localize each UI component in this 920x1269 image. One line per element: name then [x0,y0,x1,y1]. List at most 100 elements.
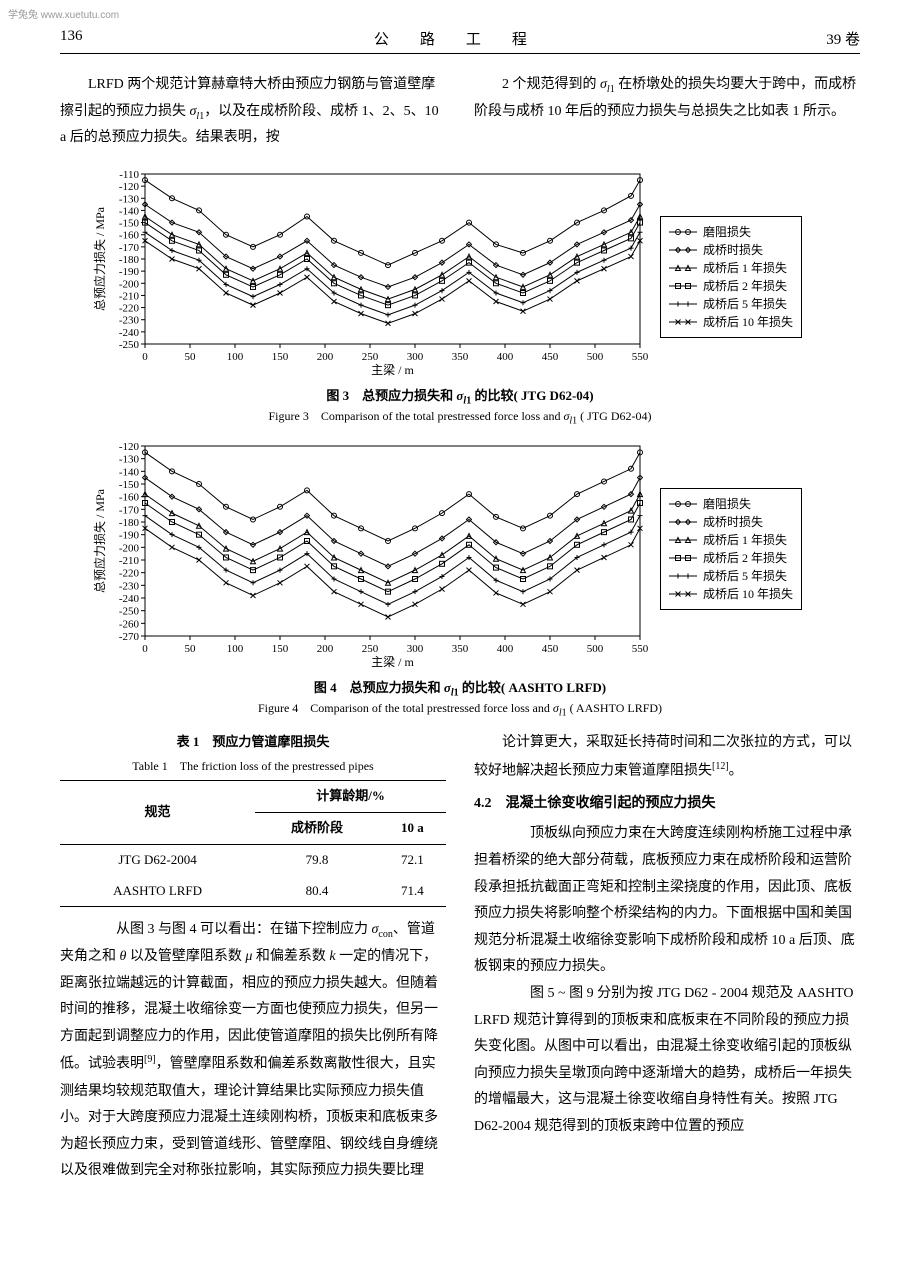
table1-col2-header: 10 a [379,813,446,845]
svg-text:-220: -220 [119,568,140,580]
page-number: 136 [60,28,83,49]
svg-text:-220: -220 [119,303,140,315]
svg-text:50: 50 [185,643,197,655]
svg-text:-120: -120 [119,181,140,193]
table1-caption-en: Table 1 The friction loss of the prestre… [60,755,446,778]
svg-text:350: 350 [452,351,469,363]
legend-label: 成桥后 10 年损失 [703,585,793,603]
svg-text:-230: -230 [119,580,140,592]
intro-right: 2 个规范得到的 σl1 在桥墩处的损失均要大于跨中，而成桥阶段与成桥 10 年… [474,72,860,125]
svg-text:-200: -200 [119,278,140,290]
svg-text:总预应力损失 / MPa: 总预应力损失 / MPa [92,206,107,311]
chart3-legend: 磨阻损失成桥时损失成桥后 1 年损失成桥后 2 年损失成桥后 5 年损失成桥后 … [660,216,802,338]
legend-label: 成桥后 1 年损失 [703,259,787,277]
svg-text:550: 550 [632,351,649,363]
page-header: 136 公 路 工 程 39 卷 [60,28,860,54]
legend-marker-icon [669,589,697,599]
table-cell: 72.1 [379,844,446,875]
svg-text:-140: -140 [119,205,140,217]
svg-text:-210: -210 [119,290,140,302]
svg-text:250: 250 [362,643,379,655]
svg-text:50: 50 [185,351,197,363]
legend-marker-icon [669,317,697,327]
svg-text:100: 100 [227,351,244,363]
svg-text:总预应力损失 / MPa: 总预应力损失 / MPa [92,488,107,593]
svg-text:0: 0 [142,643,148,655]
table-cell: 79.8 [255,844,379,875]
legend-marker-icon [669,227,697,237]
table-row: JTG D62-2004 [60,844,255,875]
svg-text:-180: -180 [119,254,140,266]
svg-text:-140: -140 [119,466,140,478]
svg-text:450: 450 [542,351,559,363]
svg-text:250: 250 [362,351,379,363]
svg-text:主梁 / m: 主梁 / m [371,654,414,668]
svg-text:-120: -120 [119,441,140,453]
svg-text:-260: -260 [119,618,140,630]
legend-label: 成桥后 5 年损失 [703,295,787,313]
svg-text:-190: -190 [119,266,140,278]
legend-marker-icon [669,245,697,255]
legend-marker-icon [669,571,697,581]
legend-label: 成桥时损失 [703,513,763,531]
body-left-paragraph: 从图 3 与图 4 可以看出：在锚下控制应力 σcon、管道夹角之和 θ 以及管… [60,917,446,1185]
legend-item: 成桥后 5 年损失 [669,567,793,585]
table1-span-header: 计算龄期/% [255,781,446,813]
svg-text:150: 150 [272,643,289,655]
svg-text:200: 200 [317,351,334,363]
svg-text:500: 500 [587,351,604,363]
svg-text:-160: -160 [119,230,140,242]
svg-text:-170: -170 [119,242,140,254]
legend-marker-icon [669,553,697,563]
legend-marker-icon [669,517,697,527]
svg-text:-210: -210 [119,555,140,567]
svg-text:400: 400 [497,351,514,363]
legend-item: 磨阻损失 [669,495,793,513]
legend-marker-icon [669,535,697,545]
chart3: -250-240-230-220-210-200-190-180-170-160… [90,166,650,376]
svg-text:-130: -130 [119,454,140,466]
legend-label: 成桥后 1 年损失 [703,531,787,549]
svg-text:-150: -150 [119,479,140,491]
svg-text:-160: -160 [119,492,140,504]
chart3-caption-cn: 图 3 总预应力损失和 σl1 的比较( JTG D62-04) [60,385,860,407]
legend-label: 成桥后 2 年损失 [703,277,787,295]
legend-label: 成桥后 10 年损失 [703,313,793,331]
table-cell: 71.4 [379,876,446,907]
svg-text:-230: -230 [119,315,140,327]
legend-item: 成桥后 10 年损失 [669,585,793,603]
intro-left: LRFD 两个规范计算赫章特大桥由预应力钢筋与管道壁摩擦引起的预应力损失 σl1… [60,72,446,152]
legend-label: 磨阻损失 [703,223,751,241]
svg-text:-110: -110 [119,169,139,181]
svg-text:-240: -240 [119,327,140,339]
chart4-caption-cn: 图 4 总预应力损失和 σl1 的比较( AASHTO LRFD) [60,677,860,699]
svg-text:350: 350 [452,643,469,655]
table1-col0-header: 规范 [60,781,255,844]
svg-text:-240: -240 [119,593,140,605]
subhead-4-2: 4.2 混凝土徐变收缩引起的预应力损失 [474,791,860,818]
svg-text:100: 100 [227,643,244,655]
svg-text:-270: -270 [119,631,140,643]
svg-text:300: 300 [407,643,424,655]
svg-text:0: 0 [142,351,148,363]
legend-marker-icon [669,499,697,509]
svg-text:500: 500 [587,643,604,655]
svg-text:150: 150 [272,351,289,363]
svg-text:300: 300 [407,351,424,363]
body-right-p1: 论计算更大，采取延长持荷时间和二次张拉的方式，可以较好地解决超长预应力束管道摩阻… [474,730,860,785]
legend-item: 成桥后 1 年损失 [669,531,793,549]
svg-text:-250: -250 [119,339,140,351]
legend-marker-icon [669,263,697,273]
legend-item: 成桥后 1 年损失 [669,259,793,277]
legend-item: 成桥后 10 年损失 [669,313,793,331]
chart3-caption-en: Figure 3 Comparison of the total prestre… [60,407,860,426]
svg-text:主梁 / m: 主梁 / m [371,362,414,376]
svg-text:-130: -130 [119,193,140,205]
table1-col1-header: 成桥阶段 [255,813,379,845]
svg-text:-200: -200 [119,542,140,554]
chart4-legend: 磨阻损失成桥时损失成桥后 1 年损失成桥后 2 年损失成桥后 5 年损失成桥后 … [660,488,802,610]
svg-text:-180: -180 [119,517,140,529]
svg-text:-170: -170 [119,504,140,516]
svg-text:-190: -190 [119,530,140,542]
svg-text:-250: -250 [119,606,140,618]
